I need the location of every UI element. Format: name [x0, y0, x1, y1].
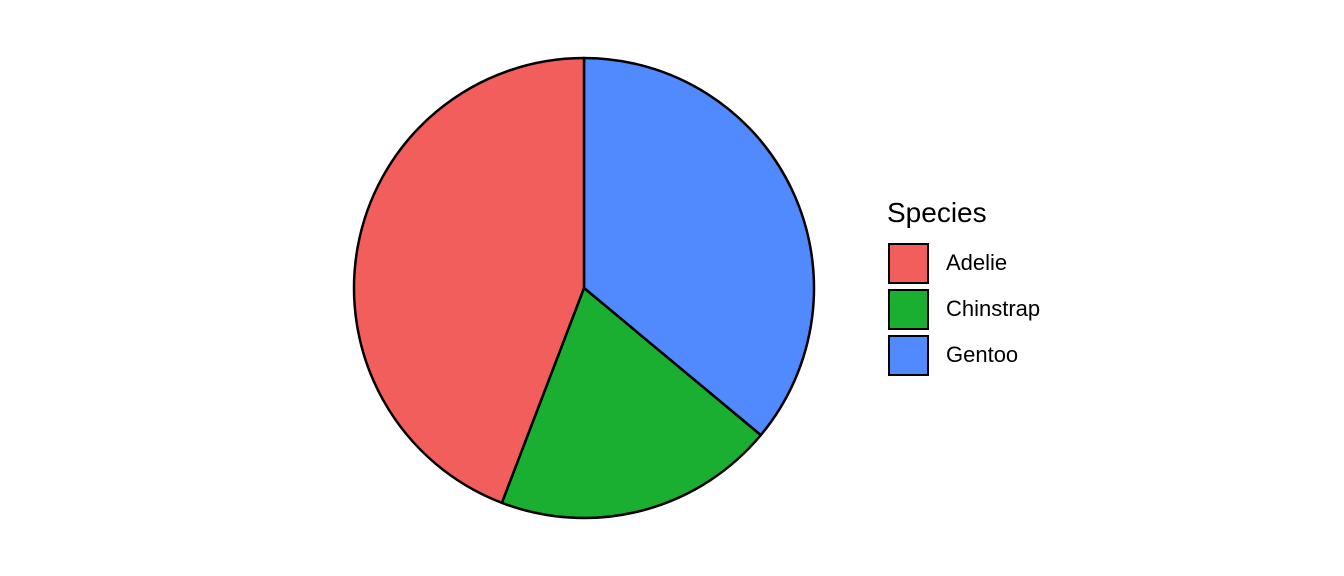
- legend-title: Species: [887, 197, 987, 228]
- legend-key-adelie: [888, 242, 929, 284]
- legend-item-gentoo: Gentoo: [886, 332, 1106, 378]
- legend-key-gentoo: [888, 334, 929, 376]
- legend-items: Adelie Chinstrap Gentoo: [886, 240, 1106, 378]
- legend-key-chinstrap: [888, 288, 929, 330]
- legend-item-chinstrap: Chinstrap: [886, 286, 1106, 332]
- legend-label-chinstrap: Chinstrap: [946, 296, 1041, 321]
- pie-slice-gentoo: [582, 56, 816, 437]
- legend-label-gentoo: Gentoo: [946, 342, 1019, 367]
- pie-slice-adelie: [352, 56, 586, 505]
- legend-item-adelie: Adelie: [886, 240, 1106, 286]
- legend-label-adelie: Adelie: [946, 250, 1008, 275]
- legend: Species Adelie Chinstrap Gentoo: [886, 196, 1106, 378]
- pie-slice-chinstrap: [500, 286, 763, 520]
